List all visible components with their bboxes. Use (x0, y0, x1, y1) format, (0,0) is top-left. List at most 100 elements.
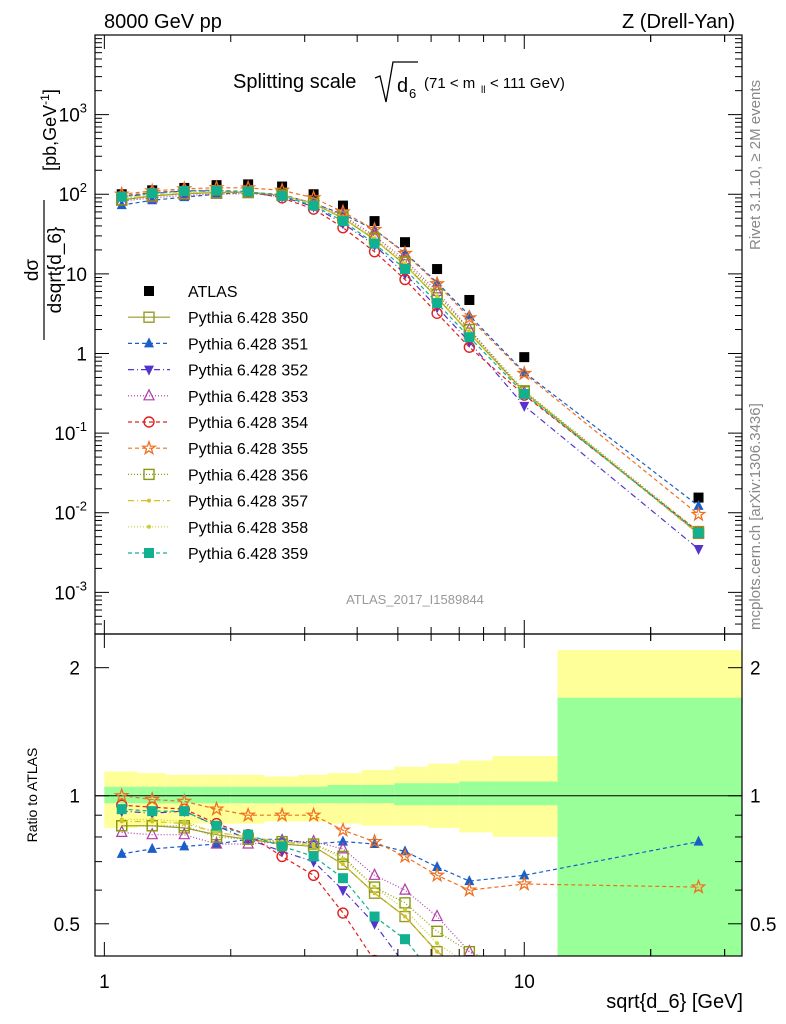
ratio-point (519, 869, 530, 880)
legend-label: Pythia 6.428 358 (188, 520, 308, 537)
band-green (327, 784, 362, 804)
data-point (277, 191, 288, 202)
data-point (243, 186, 254, 197)
band-green (361, 784, 395, 804)
y-axis-units-top: [pb,GeV-1] (38, 89, 60, 171)
data-point (179, 185, 190, 196)
x-tick-label: 10 (514, 972, 535, 993)
top-panel-frame (94, 34, 743, 635)
ratio-line (121, 808, 420, 956)
legend-marker (143, 416, 155, 428)
legend-item: Pythia 6.428 357 (128, 494, 308, 511)
ratio-point (694, 974, 704, 984)
ratio-point (369, 919, 380, 930)
data-point (464, 294, 475, 305)
title-range-sub: ll (481, 85, 485, 96)
ratio-point (400, 934, 411, 945)
legend-item: Pythia 6.428 358 (128, 520, 308, 537)
data-point (211, 185, 222, 196)
ratio-point (432, 997, 442, 1007)
data-point (432, 264, 443, 275)
band-green (165, 786, 202, 804)
legend-label: Pythia 6.428 351 (188, 336, 308, 353)
ratio-line (121, 838, 699, 882)
legend-label: Pythia 6.428 354 (188, 415, 308, 432)
data-point (693, 499, 704, 510)
legend-label: Pythia 6.428 353 (188, 389, 308, 406)
title-range-end: < 111 GeV) (490, 75, 565, 92)
x-tick-label: 1 (99, 972, 110, 993)
legend-item: Pythia 6.428 350 (128, 310, 308, 327)
data-point (461, 309, 478, 325)
ratio-point (311, 842, 316, 847)
title-range: (71 < m (424, 75, 475, 92)
band-green (428, 783, 460, 806)
ratio-point (242, 836, 255, 849)
ratio-point (368, 867, 381, 880)
band-green (230, 786, 265, 804)
ratio-point (464, 1014, 474, 1024)
ratio-point (372, 885, 377, 890)
legend-label: Pythia 6.428 356 (188, 467, 308, 484)
ratio-point (431, 945, 443, 956)
ratio-point (182, 819, 187, 824)
data-point (243, 179, 254, 190)
ratio-point (240, 806, 257, 823)
legend-label: Pythia 6.428 350 (188, 310, 308, 327)
ratio-point (179, 840, 190, 851)
ratio-point (277, 841, 288, 852)
data-point (516, 365, 533, 381)
legend-marker (147, 498, 151, 503)
ratio-point (119, 817, 124, 822)
rivet-label: Rivet 3.1.10, ≥ 2M events (747, 80, 764, 250)
data-point (399, 273, 411, 286)
y-tick-label-top: 10-2 (54, 499, 87, 525)
top-panel-series (113, 179, 707, 556)
ratio-point (519, 996, 529, 1006)
data-point (693, 545, 704, 556)
legend-marker (143, 468, 155, 481)
data-point (464, 309, 475, 320)
series-line (121, 189, 699, 534)
ratio-point (464, 875, 475, 886)
series-line (121, 189, 699, 533)
legend-item: Pythia 6.428 354 (128, 415, 308, 432)
ratio-point (116, 847, 127, 858)
ratio-point (694, 979, 704, 989)
y-axis-label-top: dσ dsqrt{d_6} (22, 200, 66, 340)
ratio-point (210, 836, 223, 849)
ratio-point (463, 945, 476, 956)
title-symbol: d (397, 75, 408, 97)
y-tick-label-bottom: 0.5 (54, 915, 80, 936)
ratio-point (337, 886, 348, 897)
y-tick-label-bottom-right: 1 (750, 787, 761, 808)
y-tick-label-bottom-right: 2 (750, 659, 761, 680)
ratio-point (178, 827, 191, 840)
y-tick-label-top: 102 (59, 180, 87, 206)
header-left: 8000 GeV pp (104, 11, 222, 33)
data-point (366, 221, 383, 237)
data-point (429, 275, 446, 291)
ratio-line (121, 804, 373, 956)
series-10 (116, 185, 704, 538)
mcplots-label: mcplots.cern.ch [arXiv:1306.3436] (747, 403, 764, 630)
legend-item: Pythia 6.428 351 (128, 336, 308, 353)
data-point (519, 388, 530, 399)
band-green (298, 786, 328, 804)
data-point (432, 298, 443, 309)
y-tick-label-top: 1 (76, 344, 87, 365)
legend-marker (144, 365, 154, 376)
ratio-point (435, 949, 440, 954)
ratio-point (403, 907, 408, 912)
legend-marker (143, 311, 155, 323)
ratio-point (176, 792, 193, 809)
ratio-point (211, 820, 222, 831)
legend-marker (147, 524, 151, 529)
ratio-point (467, 963, 471, 967)
ratio-point (146, 827, 159, 840)
ratio-uncertainty-bands (95, 650, 742, 956)
ratio-point (144, 790, 161, 807)
legend-item: Pythia 6.428 352 (128, 363, 308, 380)
data-point (305, 189, 322, 205)
ratio-point (274, 806, 291, 823)
